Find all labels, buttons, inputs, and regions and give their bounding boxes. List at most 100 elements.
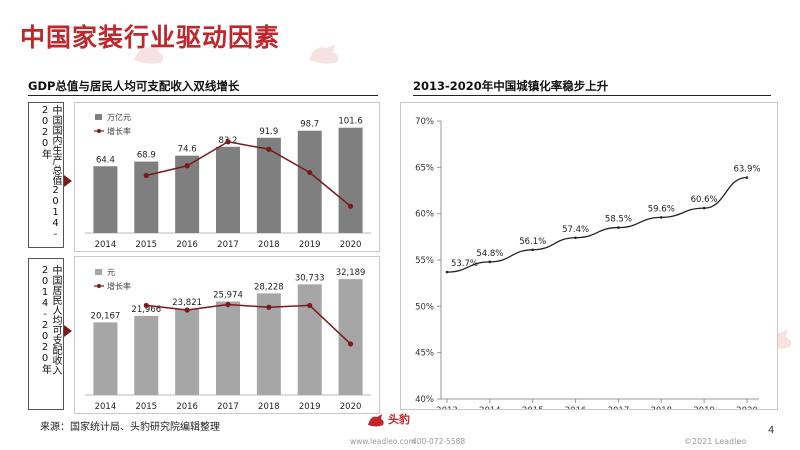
y-tick-label: 50%	[415, 302, 434, 312]
y-tick-label: 70%	[415, 117, 434, 127]
growth-rate-point	[347, 341, 354, 347]
growth-rate-point	[184, 163, 190, 169]
footer-brand: 头豹	[388, 413, 410, 426]
urbanization-rate-point	[574, 236, 577, 240]
x-tick-label: 2014	[95, 240, 117, 250]
data-value-label: 54.8%	[476, 249, 503, 259]
bar-value-label: 30,733	[295, 273, 325, 283]
urbanization-rate-point	[445, 270, 449, 274]
data-value-label: 59.6%	[648, 204, 675, 214]
growth-rate-point	[143, 302, 149, 309]
data-value-label: 60.6%	[691, 195, 718, 205]
x-tick-label: 2020	[340, 402, 362, 412]
bar-value-label: 64.4	[96, 155, 115, 165]
bar-value-label: 101.6	[338, 117, 362, 127]
page-number: 4	[768, 425, 775, 436]
urbanization-rate-point	[745, 176, 749, 179]
gdp-chart: 万亿元增长率64.4201468.9201574.6201683.2201791…	[85, 112, 371, 250]
y-tick-label: 55%	[415, 256, 434, 266]
urbanization-chart-panel: 70% 65% 60% 55% 50% 45% 40%2013 2014 2015 2016 201…	[400, 102, 778, 416]
bar-value-label: 91.9	[259, 127, 278, 137]
growth-rate-line	[146, 140, 352, 207]
x-tick-label: 2019	[299, 402, 321, 412]
source-note: 来源：国家统计局、头豹研究院编辑整理	[40, 422, 220, 433]
x-tick-label: 2017	[217, 240, 239, 250]
urbanization-rate-point	[617, 226, 620, 229]
x-tick-label: 2014	[95, 402, 117, 412]
bar	[93, 322, 118, 395]
data-value-label: 58.5%	[605, 215, 632, 225]
legend-bar-swatch	[95, 114, 102, 120]
footer-website[interactable]: www.leadleo.com	[350, 437, 416, 446]
x-tick-label: 2018	[258, 402, 280, 412]
copyright: ©2021 Leadleo	[684, 437, 747, 446]
income-side-label: 中国居民人均可支配收入2014-2020年	[39, 265, 62, 375]
bar	[338, 279, 363, 395]
x-tick-label: 2015	[522, 406, 544, 409]
growth-rate-point	[266, 146, 272, 152]
gdp-chart-panel: 万亿元增长率64.4201468.9201574.6201683.2201791…	[74, 102, 380, 252]
legend-bar-swatch	[95, 269, 102, 275]
brand-logo-icon	[368, 414, 384, 427]
growth-rate-point	[225, 139, 231, 145]
bar	[175, 309, 200, 395]
growth-rate-line	[146, 303, 352, 345]
bar-value-label: 20,167	[91, 311, 121, 321]
bar-value-label: 21,966	[131, 305, 161, 315]
x-tick-label: 2015	[135, 402, 157, 412]
growth-rate-point	[307, 302, 313, 309]
gdp-side-label: 中国国内生产总值2014-2020年	[39, 105, 62, 240]
x-tick-label: 2015	[135, 240, 157, 250]
data-value-label: 56.1%	[519, 237, 546, 247]
x-tick-label: 2016	[176, 402, 198, 412]
bar	[338, 127, 363, 233]
urbanization-rate-point	[531, 248, 535, 252]
right-section-rule	[413, 95, 771, 96]
y-tick-label: 60%	[415, 210, 434, 220]
legend-line-marker	[97, 129, 101, 133]
bar-value-label: 23,821	[172, 298, 202, 308]
y-tick-label: 45%	[415, 349, 434, 359]
right-section-title: 2013-2020年中国城镇化率稳步上升	[413, 79, 609, 93]
bar	[134, 315, 159, 395]
footer-phone: 400-072-5588	[412, 437, 466, 446]
bar-value-label: 68.9	[137, 151, 156, 161]
legend-bar-label: 万亿元	[107, 112, 131, 122]
growth-rate-point	[307, 169, 313, 176]
x-tick-label: 2018	[258, 240, 280, 250]
x-tick-label: 2014	[479, 406, 501, 409]
x-tick-label: 2019	[299, 240, 321, 250]
legend-line-marker	[97, 284, 101, 288]
bar	[256, 293, 281, 395]
income-arrow-icon	[64, 325, 72, 337]
data-value-label: 57.4%	[562, 225, 589, 235]
left-section-title: GDP总值与居民人均可支配收入双线增长	[28, 79, 240, 93]
bar	[93, 166, 118, 233]
x-tick-label: 2019	[693, 406, 715, 409]
urbanization-rate-point	[702, 206, 706, 210]
bar-value-label: 98.7	[300, 120, 319, 130]
income-chart-panel: 元增长率 20,167 2014 21,966 2015 23,821 2016 25,974…	[74, 256, 380, 414]
x-tick-label: 2016	[565, 406, 587, 409]
y-tick-label: 65%	[415, 163, 434, 173]
watermark-logo-icon	[134, 44, 164, 64]
growth-rate-point	[225, 301, 231, 308]
gdp-arrow-icon	[64, 175, 72, 187]
growth-rate-point	[266, 304, 272, 310]
legend-line-label: 增长率	[107, 281, 131, 291]
income-side-label-box: 中国居民人均可支配收入2014-2020年	[28, 258, 64, 410]
bar	[297, 130, 322, 233]
x-tick-label: 2017	[217, 402, 239, 412]
bar	[297, 284, 322, 395]
growth-rate-point	[143, 172, 149, 179]
left-section-rule	[28, 95, 378, 96]
page-title: 中国家装行业驱动因素	[20, 23, 281, 52]
x-tick-label: 2020	[340, 240, 362, 250]
bar	[216, 146, 240, 233]
data-value-label: 63.9%	[733, 165, 760, 175]
bar	[134, 161, 159, 233]
watermark-logo-icon	[309, 44, 339, 64]
gdp-side-label-box: 中国国内生产总值2014-2020年	[28, 102, 64, 248]
data-value-label: 53.7%	[451, 259, 478, 269]
